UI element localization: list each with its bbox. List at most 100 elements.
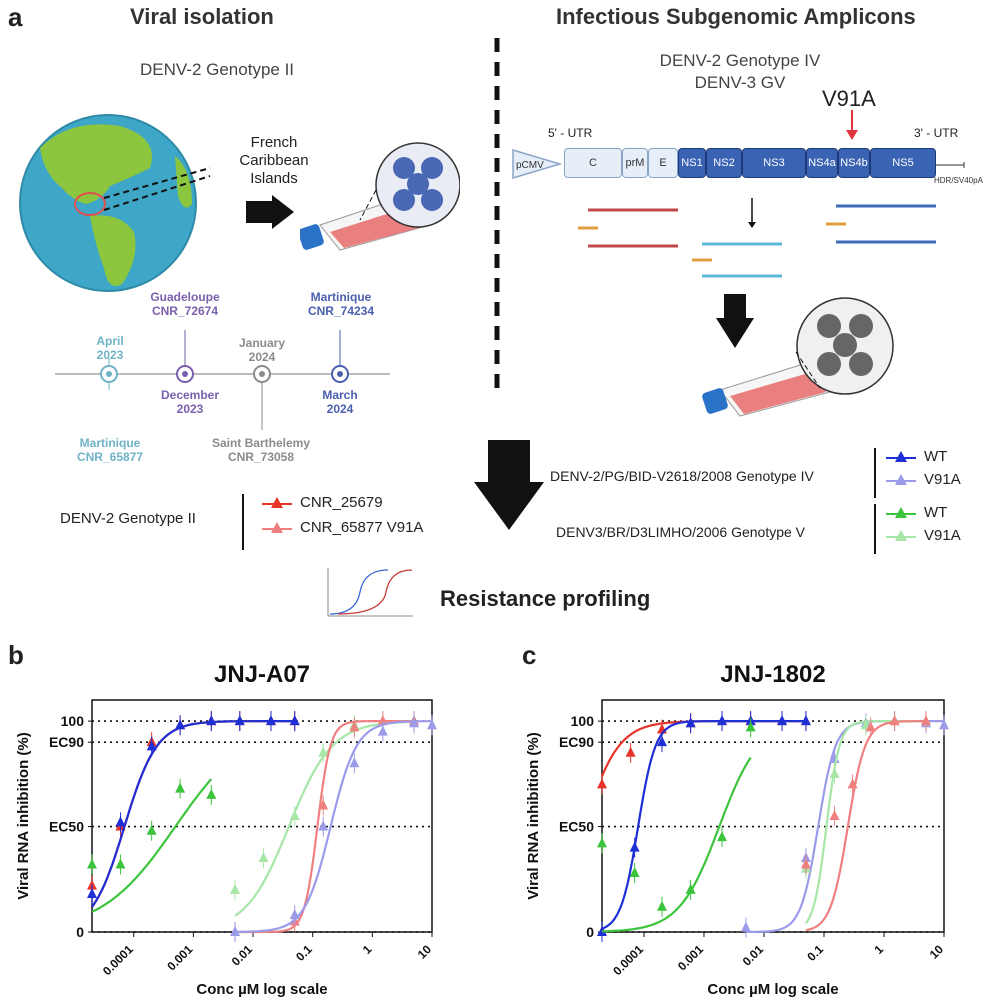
data-point (258, 852, 269, 863)
data-point (847, 778, 858, 789)
data-point (800, 715, 811, 726)
fit-curve (91, 720, 295, 908)
data-point (717, 831, 728, 842)
data-point (206, 788, 217, 799)
resistance-profiling-label: Resistance profiling (440, 586, 651, 611)
utr5-label: 5' - UTR (548, 126, 593, 140)
legend-item-cnr-65877-v91a: CNR_65877 V91A (262, 519, 423, 536)
x-tick-label: 0.001 (675, 942, 706, 973)
y-tick-label: 100 (571, 713, 595, 729)
down-arrow-icon-main (474, 440, 544, 530)
utr3-label: 3' - UTR (914, 126, 959, 140)
fit-curve (805, 720, 926, 932)
data-point (230, 883, 241, 894)
timeline-label-december: December 2023 (160, 388, 220, 416)
timeline-label-january: January 2024 (238, 336, 286, 364)
gene-ns4b: NS4b (838, 148, 870, 178)
y-tick-label: 0 (586, 924, 594, 940)
right-genotype-labels: DENV-2 Genotype IV DENV-3 GV (659, 51, 821, 92)
culture-flask-left (300, 142, 460, 251)
x-tick-label: 10 (415, 942, 435, 962)
down-arrow-icon-right (716, 294, 754, 348)
fit-curve (804, 720, 926, 925)
genome-map: pCMV C prM E NS1 NS2 NS3 NS4a NS4b NS5 (512, 148, 982, 180)
data-point (657, 736, 668, 747)
data-point (289, 715, 300, 726)
x-tick-label: 0.0001 (610, 942, 646, 978)
legend-left: CNR_25679 CNR_65877 V91A (262, 494, 423, 536)
left-genotype-label: DENV-2 Genotype II (140, 60, 295, 79)
amplicons-title: Infectious Subgenomic Amplicons (556, 4, 916, 29)
timeline-label-march: March 2024 (322, 388, 358, 416)
data-point (629, 841, 640, 852)
x-tick-label: 0.01 (740, 942, 767, 969)
fit-curve (235, 720, 432, 933)
legend-left-bracket (242, 494, 244, 550)
data-point (146, 740, 157, 751)
legend-right-1-bracket (874, 448, 876, 498)
legend-right-1: WT V91A (886, 448, 961, 488)
chart-title: JNJ-A07 (214, 661, 310, 688)
data-point (597, 778, 607, 789)
panel-letter-c: c (522, 640, 537, 670)
legend-item-denv3-v91a: V91A (886, 527, 961, 544)
gene-ns5: NS5 (870, 148, 936, 178)
x-axis-label: Conc µM log scale (707, 981, 838, 998)
data-point (377, 725, 388, 736)
data-point (175, 782, 186, 793)
chart-jnj-1802: JNJ-1802 0 EC50 EC90 100 0.0001 0.001 0.01 0.1 1 1… (525, 661, 949, 998)
genome-terminator (936, 162, 965, 168)
legend-item-denv2-wt: WT (886, 448, 961, 465)
legend-item-cnr-25679: CNR_25679 (262, 494, 423, 511)
mutation-label: V91A (822, 86, 876, 111)
timeline-label-april: April 2023 (96, 334, 124, 362)
data-point (146, 824, 157, 835)
data-point (865, 721, 876, 732)
data-point (115, 858, 126, 869)
dashed-divider (494, 38, 500, 390)
data-point (409, 717, 420, 728)
hdr-label: HDR/SV40pA (934, 176, 983, 185)
y-tick-label: EC90 (559, 734, 594, 750)
legend-right-2-label: DENV3/BR/D3LIMHO/2006 Genotype V (556, 524, 806, 540)
data-point (427, 719, 437, 730)
y-tick-label: EC50 (49, 819, 84, 835)
data-point (685, 717, 696, 728)
mini-curve-thumbnail (327, 568, 413, 617)
fit-curve (601, 720, 806, 930)
culture-flask-right (702, 297, 894, 417)
gene-e: E (648, 148, 678, 178)
data-point (349, 757, 360, 768)
y-tick-label: EC90 (49, 734, 84, 750)
location-label: French Caribbean Islands (239, 134, 309, 187)
chart-title: JNJ-1802 (720, 661, 825, 688)
gene-prm: prM (622, 148, 648, 178)
legend-item-denv2-v91a: V91A (886, 471, 961, 488)
gene-ns4a: NS4a (806, 148, 838, 178)
data-point (625, 746, 636, 757)
legend-item-denv3-wt: WT (886, 504, 961, 521)
viral-isolation-title: Viral isolation (130, 4, 274, 29)
gene-ns3: NS3 (742, 148, 806, 178)
x-tick-label: 0.1 (293, 942, 315, 964)
y-tick-label: EC50 (559, 819, 594, 835)
pcmv-promoter: pCMV (512, 148, 562, 180)
data-point (115, 816, 126, 827)
data-point (920, 715, 931, 726)
data-point (829, 767, 840, 778)
data-point (265, 715, 276, 726)
data-point (289, 909, 300, 920)
x-tick-label: 0.01 (229, 942, 256, 969)
plot-frame (601, 699, 945, 933)
timeline (55, 330, 390, 430)
data-point (377, 715, 388, 726)
fit-curve (600, 720, 806, 777)
data-point (629, 866, 640, 877)
svg-text:pCMV: pCMV (516, 160, 544, 171)
gene-ns2: NS2 (706, 148, 742, 178)
timeline-label-guadeloupe: Guadeloupe CNR_72674 (150, 290, 220, 318)
right-arrow-icon (246, 195, 294, 229)
data-point (889, 715, 900, 726)
timeline-label-saint-barthelemy: Saint Barthelemy CNR_73058 (211, 436, 311, 464)
data-point (939, 719, 949, 730)
